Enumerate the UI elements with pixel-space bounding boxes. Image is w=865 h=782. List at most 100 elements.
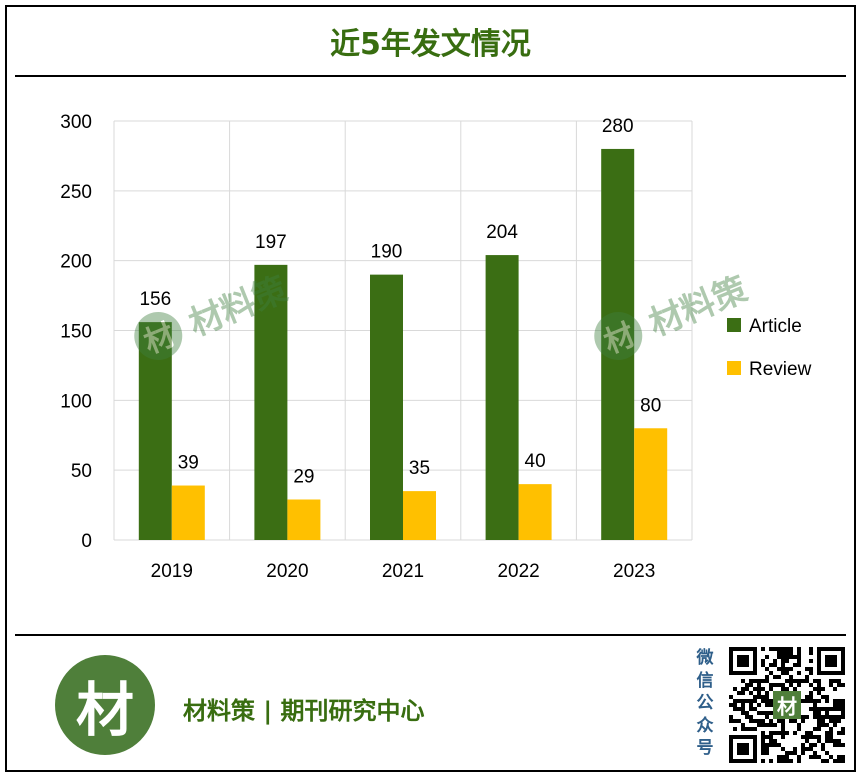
qr-module: [841, 755, 845, 759]
qr-module: [765, 751, 769, 755]
qr-module: [797, 727, 801, 731]
qr-module: [829, 707, 833, 711]
qr-module: [841, 683, 845, 687]
qr-module: [829, 731, 833, 735]
qr-module: [765, 675, 769, 679]
qr-module: [761, 731, 765, 735]
qr-module: [781, 659, 785, 663]
qr-module: [749, 703, 753, 707]
qr-module: [825, 723, 829, 727]
qr-module: [765, 735, 769, 739]
qr-module: [741, 707, 745, 711]
data-label: 280: [602, 116, 634, 137]
qr-module: [733, 687, 737, 691]
qr-module: [733, 707, 737, 711]
qr-module: [785, 671, 789, 675]
qr-module: [757, 687, 761, 691]
qr-module: [809, 667, 813, 671]
qr-module: [841, 703, 845, 707]
qr-module: [753, 727, 757, 731]
footer-brand-text: 材料策 | 期刊研究中心: [183, 697, 425, 725]
qr-module: [749, 707, 753, 711]
title-divider: [15, 75, 846, 77]
qr-module: [809, 707, 813, 711]
qr-finder: [737, 655, 749, 667]
qr-module: [777, 731, 781, 735]
qr-module: [777, 719, 781, 723]
qr-module: [733, 719, 737, 723]
data-label: 39: [178, 453, 199, 474]
qr-module: [789, 651, 793, 655]
qr-module: [773, 743, 777, 747]
qr-module: [741, 723, 745, 727]
qr-module: [737, 691, 741, 695]
data-label: 204: [486, 222, 518, 243]
bar-review: [403, 491, 436, 540]
qr-code[interactable]: 材: [729, 647, 845, 763]
qr-module: [773, 723, 777, 727]
qr-module: [741, 727, 745, 731]
qr-module: [817, 735, 821, 739]
qr-module: [797, 671, 801, 675]
qr-module: [777, 655, 781, 659]
qr-module: [769, 699, 773, 703]
qr-module: [837, 755, 841, 759]
qr-module: [785, 655, 789, 659]
qr-module: [785, 755, 789, 759]
qr-module: [813, 707, 817, 711]
qr-module: [837, 683, 841, 687]
qr-module: [797, 683, 801, 687]
qr-module: [745, 727, 749, 731]
qr-module: [825, 707, 829, 711]
qr-module: [809, 755, 813, 759]
qr-module: [745, 715, 749, 719]
qr-module: [785, 659, 789, 663]
qr-module: [737, 707, 741, 711]
qr-module: [805, 667, 809, 671]
wechat-label: 微 信 公 众 号: [691, 647, 719, 760]
qr-module: [769, 743, 773, 747]
qr-module: [753, 695, 757, 699]
qr-module: [753, 679, 757, 683]
qr-module: [757, 691, 761, 695]
bar-article: [601, 148, 635, 540]
qr-module: [749, 719, 753, 723]
qr-module: [729, 703, 733, 707]
qr-module: [793, 679, 797, 683]
qr-module: [837, 715, 841, 719]
qr-module: [729, 719, 733, 723]
qr-module: [781, 723, 785, 727]
qr-finder: [737, 743, 749, 755]
qr-module: [813, 735, 817, 739]
qr-module: [829, 735, 833, 739]
qr-module: [765, 699, 769, 703]
qr-module: [789, 667, 793, 671]
qr-module: [765, 679, 769, 683]
qr-module: [833, 699, 837, 703]
bar-article: [485, 255, 519, 540]
qr-module: [745, 687, 749, 691]
qr-module: [789, 719, 793, 723]
qr-module: [757, 719, 761, 723]
qr-module: [781, 719, 785, 723]
qr-module: [829, 719, 833, 723]
qr-module: [741, 699, 745, 703]
qr-module: [769, 647, 773, 651]
qr-module: [805, 747, 809, 751]
qr-module: [761, 687, 765, 691]
qr-module: [765, 711, 769, 715]
qr-module: [733, 727, 737, 731]
qr-module: [789, 683, 793, 687]
qr-module: [841, 731, 845, 735]
qr-module: [825, 715, 829, 719]
x-tick-label: 2019: [151, 561, 193, 582]
qr-module: [817, 691, 821, 695]
qr-module: [749, 679, 753, 683]
qr-module: [769, 663, 773, 667]
qr-module: [793, 751, 797, 755]
qr-module: [825, 751, 829, 755]
bar-article: [138, 322, 172, 540]
qr-module: [817, 699, 821, 703]
qr-module: [837, 679, 841, 683]
qr-module: [761, 743, 765, 747]
